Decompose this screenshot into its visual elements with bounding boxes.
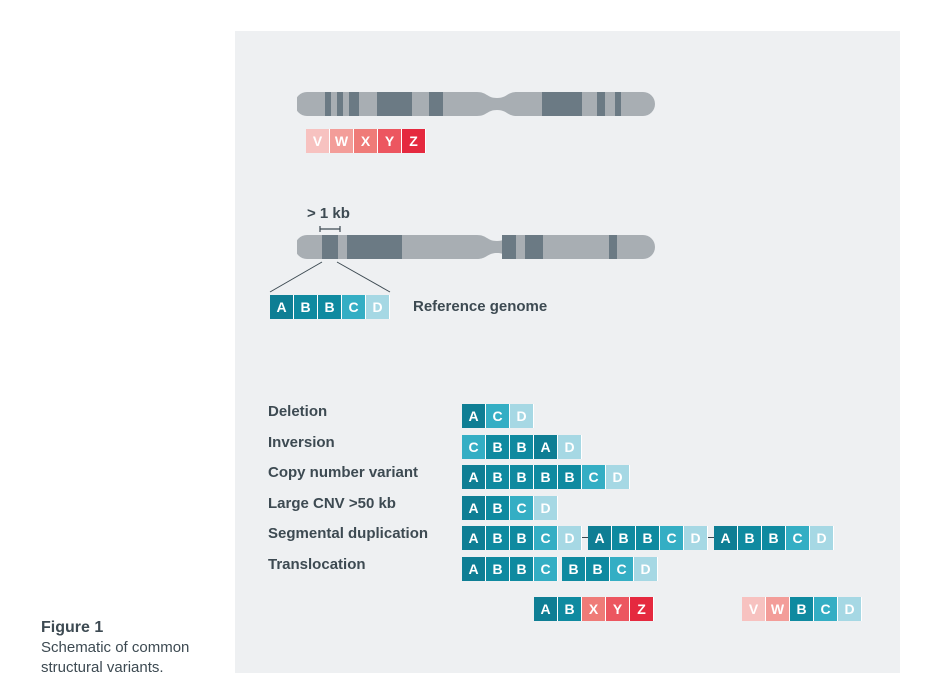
seq-box-c: C <box>510 496 534 520</box>
seq-box-a: A <box>534 597 558 621</box>
variant-label: Translocation <box>268 556 366 573</box>
seq-box-b: B <box>586 557 610 581</box>
seq-box-a: A <box>462 496 486 520</box>
seq-box-x: X <box>582 597 606 621</box>
seq-box-z: Z <box>630 597 654 621</box>
seq-box-b: B <box>318 295 342 319</box>
variant-label: Large CNV >50 kb <box>268 495 396 512</box>
seq-box-a: A <box>270 295 294 319</box>
seq-box-c: C <box>462 435 486 459</box>
seq-box-b: B <box>612 526 636 550</box>
seq-box-b: B <box>486 526 510 550</box>
seq-box-z: Z <box>402 129 426 153</box>
seq-box-d: D <box>634 557 658 581</box>
figure-caption-line2: structural variants. <box>41 659 164 676</box>
seq-box-b: B <box>510 465 534 489</box>
seq-box-b: B <box>486 496 510 520</box>
reference-label: Reference genome <box>413 298 548 315</box>
chromosome-top <box>297 92 655 116</box>
seq-box-b: B <box>790 597 814 621</box>
segment-connector <box>582 537 588 538</box>
seq-box-b: B <box>486 465 510 489</box>
seq-box-d: D <box>510 404 534 428</box>
variant-label: Inversion <box>268 434 335 451</box>
seq-box-d: D <box>684 526 708 550</box>
seq-box-a: A <box>534 435 558 459</box>
seq-box-b: B <box>510 435 534 459</box>
seq-box-x: X <box>354 129 378 153</box>
seq-box-b: B <box>534 465 558 489</box>
seq-box-y: Y <box>606 597 630 621</box>
segment-connector <box>708 537 714 538</box>
seq-box-d: D <box>558 526 582 550</box>
seq-box-c: C <box>660 526 684 550</box>
seq-box-d: D <box>810 526 834 550</box>
seq-box-c: C <box>582 465 606 489</box>
seq-box-a: A <box>462 557 486 581</box>
seq-box-c: C <box>342 295 366 319</box>
seq-box-b: B <box>636 526 660 550</box>
seq-box-c: C <box>786 526 810 550</box>
seq-box-b: B <box>558 465 582 489</box>
figure-title: Figure 1 <box>41 619 104 636</box>
seq-box-c: C <box>814 597 838 621</box>
seq-box-y: Y <box>378 129 402 153</box>
seq-box-b: B <box>762 526 786 550</box>
seq-box-d: D <box>534 496 558 520</box>
seq-box-b: B <box>558 597 582 621</box>
variant-label: Copy number variant <box>268 464 419 481</box>
seq-box-a: A <box>714 526 738 550</box>
seq-box-b: B <box>510 526 534 550</box>
seq-box-a: A <box>588 526 612 550</box>
variant-label: Segmental duplication <box>268 525 429 542</box>
seq-box-b: B <box>510 557 534 581</box>
span-bracket <box>319 226 341 232</box>
seq-box-v: V <box>742 597 766 621</box>
seq-box-w: W <box>330 129 354 153</box>
seq-box-c: C <box>534 526 558 550</box>
seq-box-v: V <box>306 129 330 153</box>
chromosome-reference <box>297 235 655 259</box>
seq-box-w: W <box>766 597 790 621</box>
seq-box-a: A <box>462 465 486 489</box>
seq-box-a: A <box>462 404 486 428</box>
span-label: > 1 kb <box>307 205 350 222</box>
seq-box-d: D <box>606 465 630 489</box>
seq-box-b: B <box>486 435 510 459</box>
seq-box-b: B <box>294 295 318 319</box>
seq-box-a: A <box>462 526 486 550</box>
seq-box-c: C <box>534 557 558 581</box>
variant-label: Deletion <box>268 403 328 420</box>
zoom-lines <box>269 261 391 293</box>
seq-box-d: D <box>838 597 862 621</box>
seq-box-b: B <box>738 526 762 550</box>
seq-box-b: B <box>486 557 510 581</box>
seq-box-d: D <box>558 435 582 459</box>
seq-box-c: C <box>610 557 634 581</box>
figure-caption-line1: Schematic of common <box>41 639 190 656</box>
seq-box-c: C <box>486 404 510 428</box>
seq-box-b: B <box>562 557 586 581</box>
seq-box-d: D <box>366 295 390 319</box>
